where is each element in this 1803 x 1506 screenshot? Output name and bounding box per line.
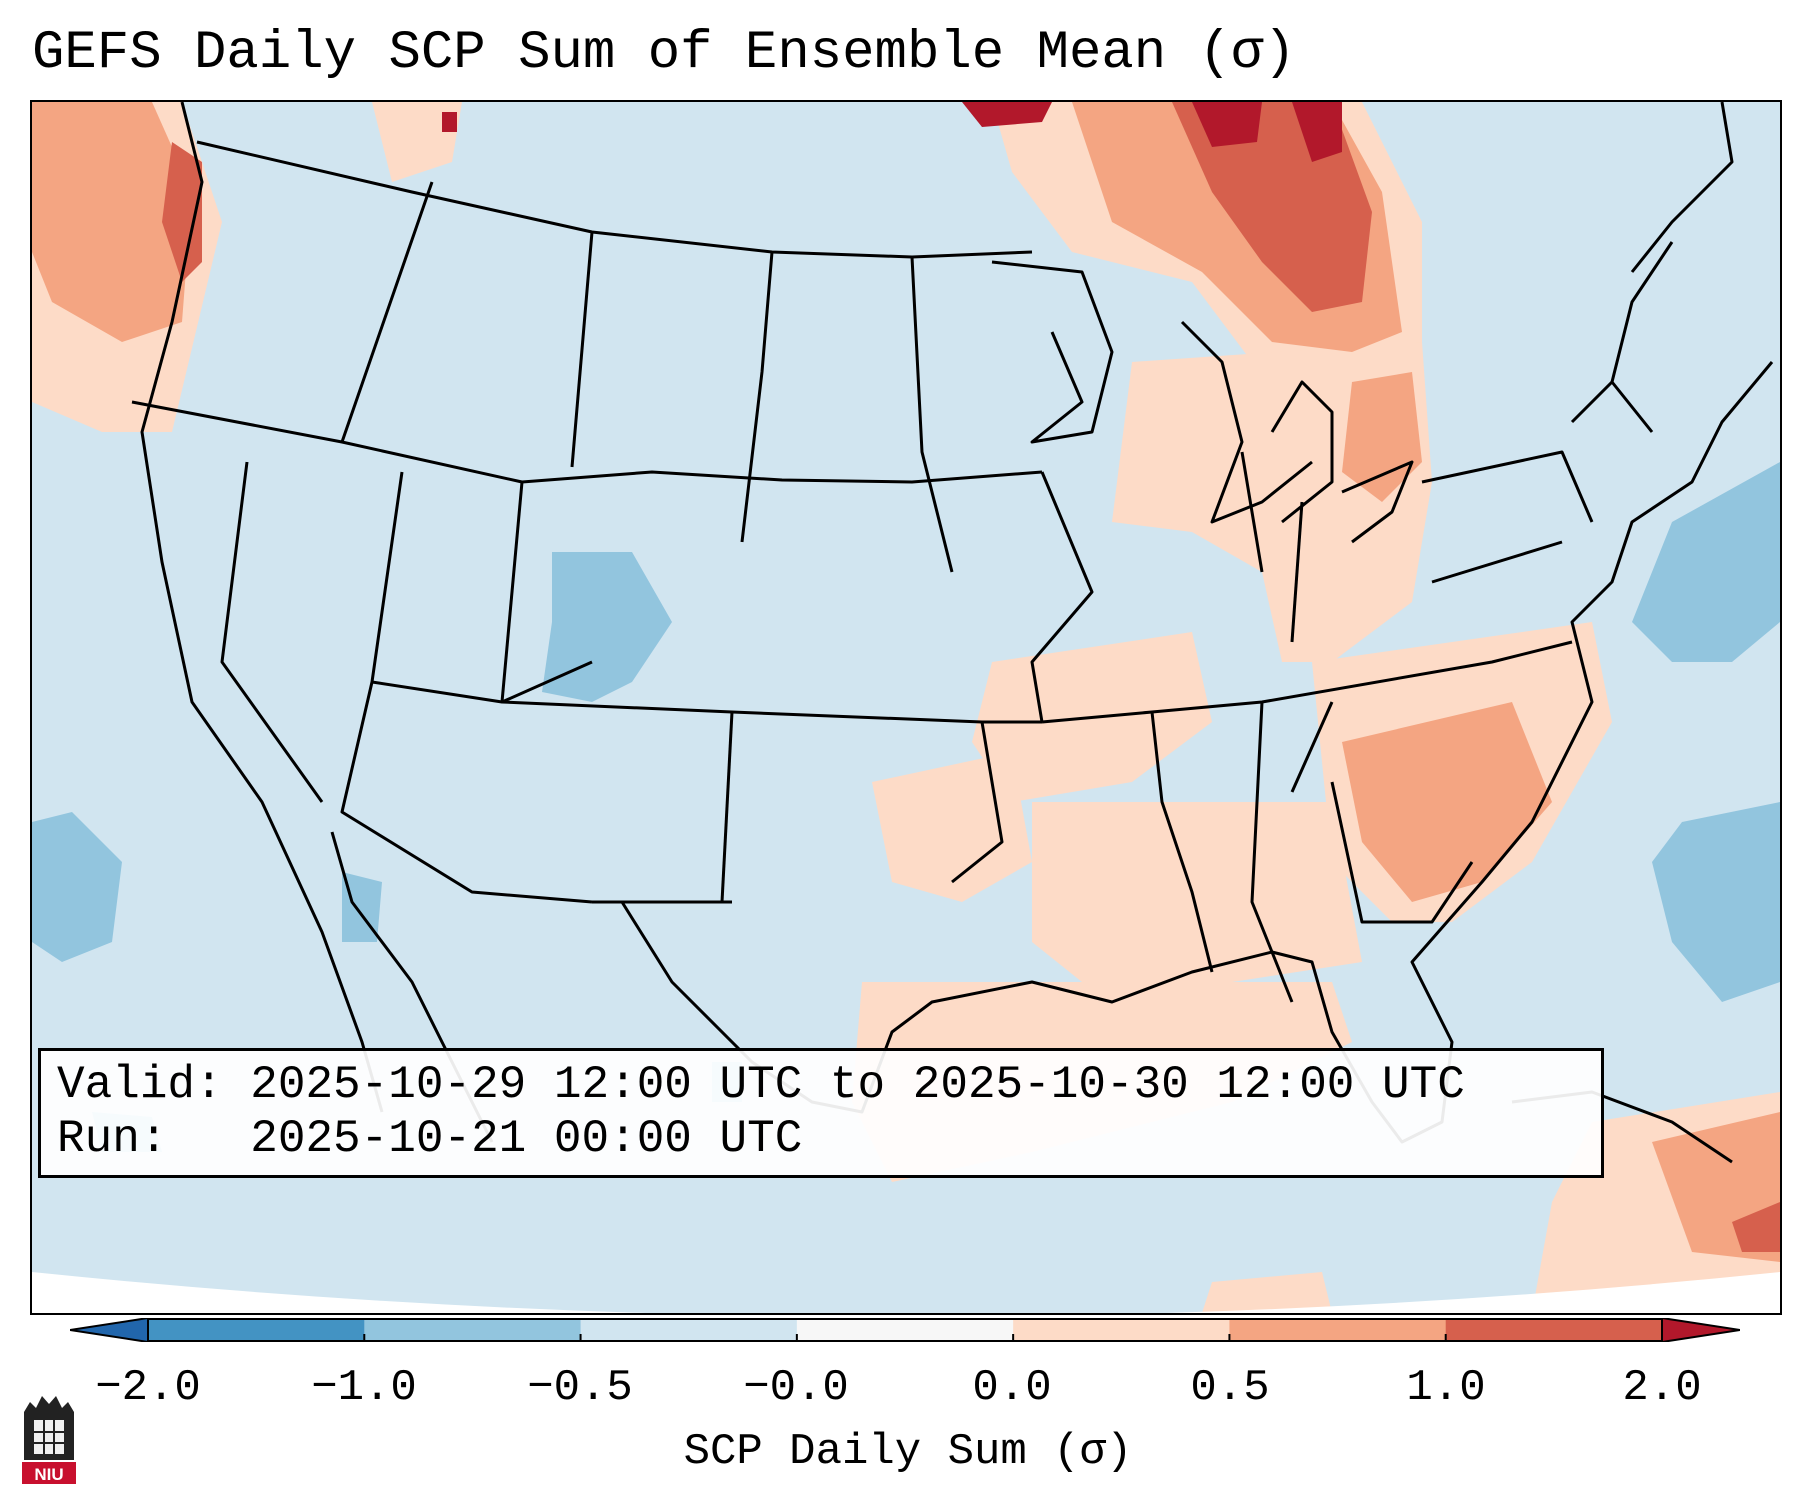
colorbar-bin	[580, 1318, 798, 1342]
valid-time-box: Valid: 2025-10-29 12:00 UTC to 2025-10-3…	[38, 1048, 1604, 1178]
colorbar-outline	[147, 1318, 1663, 1342]
colorbar-tick-label: −0.0	[743, 1363, 849, 1413]
colorbar-tick-label: 1.0	[1406, 1363, 1486, 1413]
logo-text: NIU	[34, 1465, 63, 1484]
colorbar-bin	[1013, 1318, 1230, 1342]
colorbar-tick-label: 0.5	[1190, 1363, 1270, 1413]
colorbar-label: SCP Daily Sum (σ)	[683, 1427, 1133, 1477]
colorbar-extend-low	[70, 1318, 149, 1342]
negative-anomaly-shading	[32, 462, 1780, 1152]
colorbar-tick-label: −2.0	[95, 1363, 201, 1413]
colorbar-tick-label: 2.0	[1622, 1363, 1702, 1413]
colorbar-extend-high	[1661, 1318, 1740, 1342]
colorbar-bin	[1445, 1318, 1663, 1342]
state-borders	[131, 140, 1674, 1003]
colorbar-tick-label: 0.0	[972, 1363, 1052, 1413]
projection-boundary	[32, 1272, 1780, 1313]
colorbar-tick-label: −1.0	[311, 1363, 417, 1413]
run-time-text: Run: 2025-10-21 00:00 UTC	[57, 1113, 803, 1165]
extreme-positive-shading	[442, 102, 1342, 162]
colorbar-bin	[148, 1318, 365, 1342]
valid-time-text: Valid: 2025-10-29 12:00 UTC to 2025-10-3…	[57, 1059, 1465, 1111]
colorbar-bin	[796, 1318, 1014, 1342]
map-title: GEFS Daily SCP Sum of Ensemble Mean (σ)	[32, 23, 1296, 84]
colorbar-bin	[364, 1318, 582, 1342]
colorbar-bin	[1229, 1318, 1447, 1342]
colorbar-tick-label: −0.5	[527, 1363, 633, 1413]
colorbar	[70, 1318, 1740, 1342]
niu-logo: NIU	[22, 1396, 76, 1484]
